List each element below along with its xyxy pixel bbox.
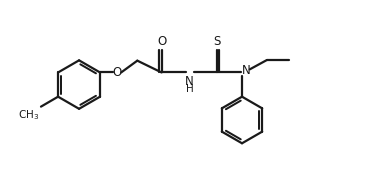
Text: O: O — [157, 35, 166, 48]
Text: N: N — [185, 75, 194, 88]
Text: O: O — [113, 66, 122, 79]
Text: N: N — [242, 64, 251, 77]
Text: S: S — [213, 35, 220, 48]
Text: CH$_3$: CH$_3$ — [18, 108, 40, 122]
Text: H: H — [185, 84, 193, 94]
